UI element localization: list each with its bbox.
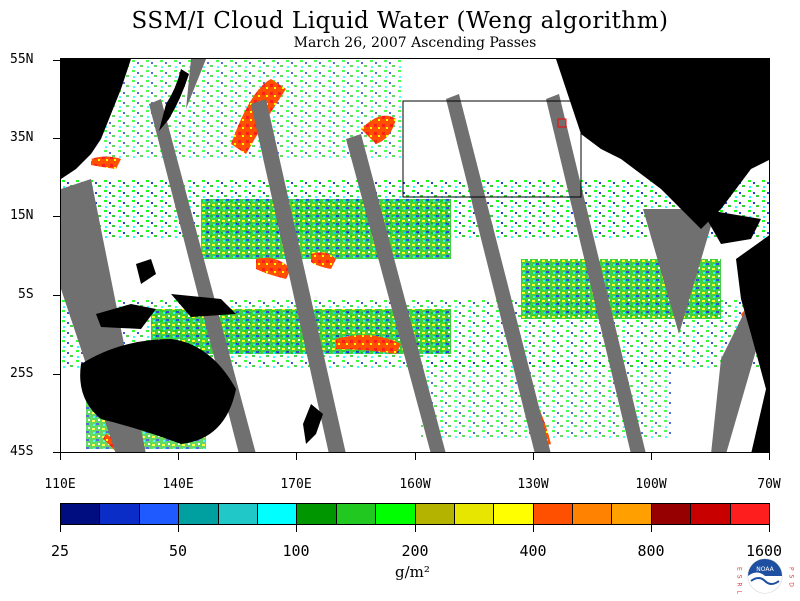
colorbar-swatch-12 bbox=[533, 504, 574, 524]
colorbar-swatch-15 bbox=[651, 504, 692, 524]
x-label-100w: 100W bbox=[635, 477, 667, 492]
colorbar-label-50: 50 bbox=[168, 542, 188, 560]
noaa-logo: NOAA E S R L P S D bbox=[735, 555, 795, 597]
x-label-160w: 160W bbox=[399, 477, 431, 492]
map-panel bbox=[60, 58, 770, 453]
colorbar-swatch-8 bbox=[376, 504, 416, 524]
colorbar-swatch-11 bbox=[494, 504, 534, 524]
colorbar-label-1600: 1600 bbox=[745, 542, 783, 560]
y-label-45s: 45S bbox=[10, 444, 34, 459]
map-svg bbox=[61, 59, 769, 452]
colorbar-swatch-13 bbox=[573, 504, 613, 524]
colorbar-label-100: 100 bbox=[282, 542, 310, 560]
colorbar-swatch-7 bbox=[336, 504, 377, 524]
region-box bbox=[402, 100, 582, 198]
colorbar-swatch-3 bbox=[179, 504, 219, 524]
logo-center-text: NOAA bbox=[756, 566, 774, 573]
colorbar-units: g/m² bbox=[395, 563, 430, 581]
highlight-box bbox=[557, 118, 567, 128]
colorbar bbox=[60, 503, 770, 525]
colorbar-label-25: 25 bbox=[50, 542, 70, 560]
colorbar-label-800: 800 bbox=[637, 542, 665, 560]
x-label-130w: 130W bbox=[517, 477, 549, 492]
x-label-110e: 110E bbox=[44, 477, 76, 492]
colorbar-swatch-9 bbox=[415, 504, 455, 524]
colorbar-swatch-4 bbox=[218, 504, 258, 524]
y-label-5s: 5S bbox=[18, 287, 34, 302]
colorbar-swatch-6 bbox=[297, 504, 337, 524]
colorbar-swatch-0 bbox=[61, 504, 101, 524]
y-label-35n: 35N bbox=[10, 130, 34, 145]
y-label-55n: 55N bbox=[10, 52, 34, 67]
logo-right-letters: P S D bbox=[788, 567, 795, 588]
colorbar-label-400: 400 bbox=[519, 542, 547, 560]
colorbar-swatch-14 bbox=[612, 504, 652, 524]
y-label-25s: 25S bbox=[10, 366, 34, 381]
colorbar-swatch-16 bbox=[691, 504, 731, 524]
landmasses bbox=[61, 59, 769, 452]
cloud-field bbox=[61, 59, 769, 452]
y-label-15n: 15N bbox=[10, 208, 34, 223]
x-label-170e: 170E bbox=[280, 477, 312, 492]
colorbar-swatch-17 bbox=[730, 504, 770, 524]
logo-left-letters: E S R L bbox=[736, 567, 743, 595]
x-label-140e: 140E bbox=[162, 477, 194, 492]
colorbar-swatch-2 bbox=[139, 504, 180, 524]
colorbar-swatch-10 bbox=[454, 504, 495, 524]
map-title: SSM/I Cloud Liquid Water (Weng algorithm… bbox=[131, 8, 669, 34]
x-label-70w: 70W bbox=[757, 477, 781, 492]
colorbar-swatch-1 bbox=[100, 504, 140, 524]
map-subtitle: March 26, 2007 Ascending Passes bbox=[293, 35, 537, 51]
colorbar-swatch-5 bbox=[257, 504, 298, 524]
colorbar-label-200: 200 bbox=[401, 542, 429, 560]
